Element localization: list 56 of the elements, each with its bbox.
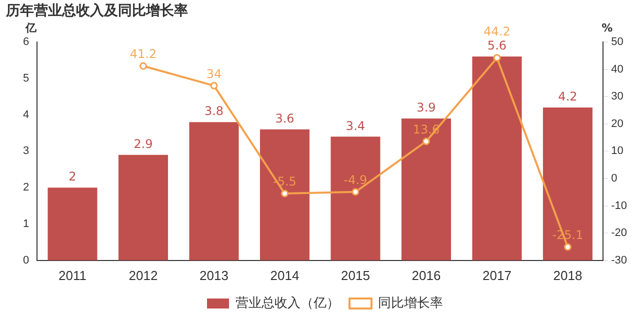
y2-tick-label: -30	[611, 254, 628, 266]
bar	[189, 122, 239, 260]
bar	[118, 154, 168, 260]
x-tick-label: 2011	[58, 268, 86, 283]
data-label: 34	[206, 66, 222, 81]
x-tick-label: 2012	[128, 268, 158, 283]
y-tick-label: 1	[22, 218, 30, 230]
point	[564, 243, 572, 251]
point	[422, 138, 430, 146]
point	[210, 82, 218, 90]
data-label: -4.9	[344, 173, 368, 187]
y-tick-label: 0	[22, 254, 30, 266]
y2-tick-label: -10	[611, 200, 628, 212]
point	[352, 188, 360, 196]
y-tick-label: 6	[22, 36, 30, 48]
data-label: 3.9	[416, 100, 436, 115]
point	[280, 190, 288, 198]
x-tick-label: 2017	[482, 268, 512, 283]
bar	[401, 118, 451, 260]
data-label: 41.2	[130, 47, 157, 62]
bar	[542, 108, 592, 260]
data-label: 3.4	[346, 118, 366, 133]
bar	[48, 188, 98, 260]
bar	[260, 129, 310, 260]
data-label: 2	[68, 170, 76, 184]
legend-label: 营业总收入（亿）	[236, 295, 340, 310]
y2-tick-label: 30	[611, 90, 624, 103]
data-label: 5.6	[487, 38, 507, 53]
y2-axis-title: %	[602, 21, 613, 34]
point	[139, 62, 147, 70]
y2-tick-label: 40	[611, 63, 624, 76]
x-tick-label: 2018	[553, 268, 582, 283]
y2-tick-label: 0	[611, 172, 618, 185]
data-label: 4.2	[558, 90, 578, 104]
legend-label: 同比增长率	[378, 295, 443, 310]
bar	[330, 136, 380, 260]
x-tick-label: 2015	[341, 268, 370, 283]
y-axis-title: 亿	[24, 21, 38, 34]
y2-tick-label: -20	[611, 227, 628, 240]
y2-tick-label: 10	[611, 145, 624, 158]
y2-tick-label: 50	[611, 36, 624, 48]
y-tick-label: 2	[22, 182, 30, 194]
data-label: 44.2	[484, 24, 510, 39]
y-tick-label: 3	[22, 145, 30, 158]
x-tick-label: 2014	[270, 268, 300, 283]
x-tick-label: 2013	[200, 268, 228, 283]
data-label: 3.8	[204, 104, 224, 118]
y-tick-label: 4	[22, 108, 30, 121]
x-tick-label: 2016	[412, 268, 441, 283]
chart-title: 历年营业总收入及同比增长率	[6, 2, 188, 20]
point	[493, 54, 501, 62]
bar	[472, 56, 522, 260]
data-label: 2.9	[134, 136, 153, 151]
y-tick-label: 5	[22, 72, 30, 84]
y2-tick-label: 20	[611, 118, 624, 130]
data-label: 3.6	[275, 111, 294, 126]
